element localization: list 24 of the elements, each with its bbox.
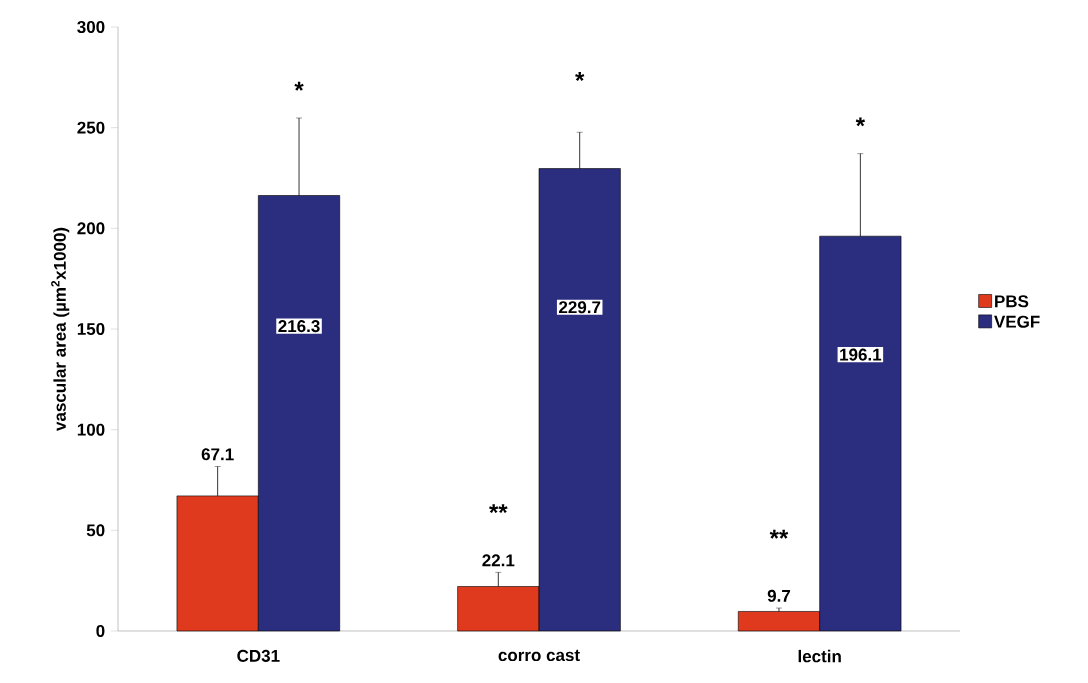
x-tick-label: CD31: [237, 649, 280, 662]
y-tick-label: 200: [77, 222, 105, 235]
data-label: 229.7: [559, 301, 601, 314]
data-label: 9.7: [767, 589, 791, 602]
y-tick-label: 250: [77, 121, 105, 134]
x-tick-label: lectin: [798, 649, 841, 663]
legend-label: VEGF: [994, 315, 1040, 328]
y-tick-label: 100: [77, 423, 105, 436]
data-label: 67.1: [201, 448, 234, 461]
y-tick-label: 0: [96, 624, 105, 638]
y-tick-label: 150: [77, 322, 105, 336]
annotation: *: [294, 81, 304, 91]
legend-label: PBS: [995, 295, 1029, 308]
y-tick-label: 300: [77, 20, 105, 34]
y-axis-title: vascular area (µm$^{2}$x1000): [51, 227, 70, 431]
y-tick-label: 50: [86, 524, 105, 537]
annotation: **: [769, 529, 789, 539]
x-tick-label: corro cast: [498, 649, 580, 662]
data-label: 196.1: [840, 348, 882, 361]
annotation: *: [575, 72, 585, 81]
data-label: 22.1: [482, 554, 515, 567]
data-label: 216.3: [278, 320, 320, 333]
annotation: *: [855, 117, 866, 127]
annotation: **: [489, 504, 508, 514]
